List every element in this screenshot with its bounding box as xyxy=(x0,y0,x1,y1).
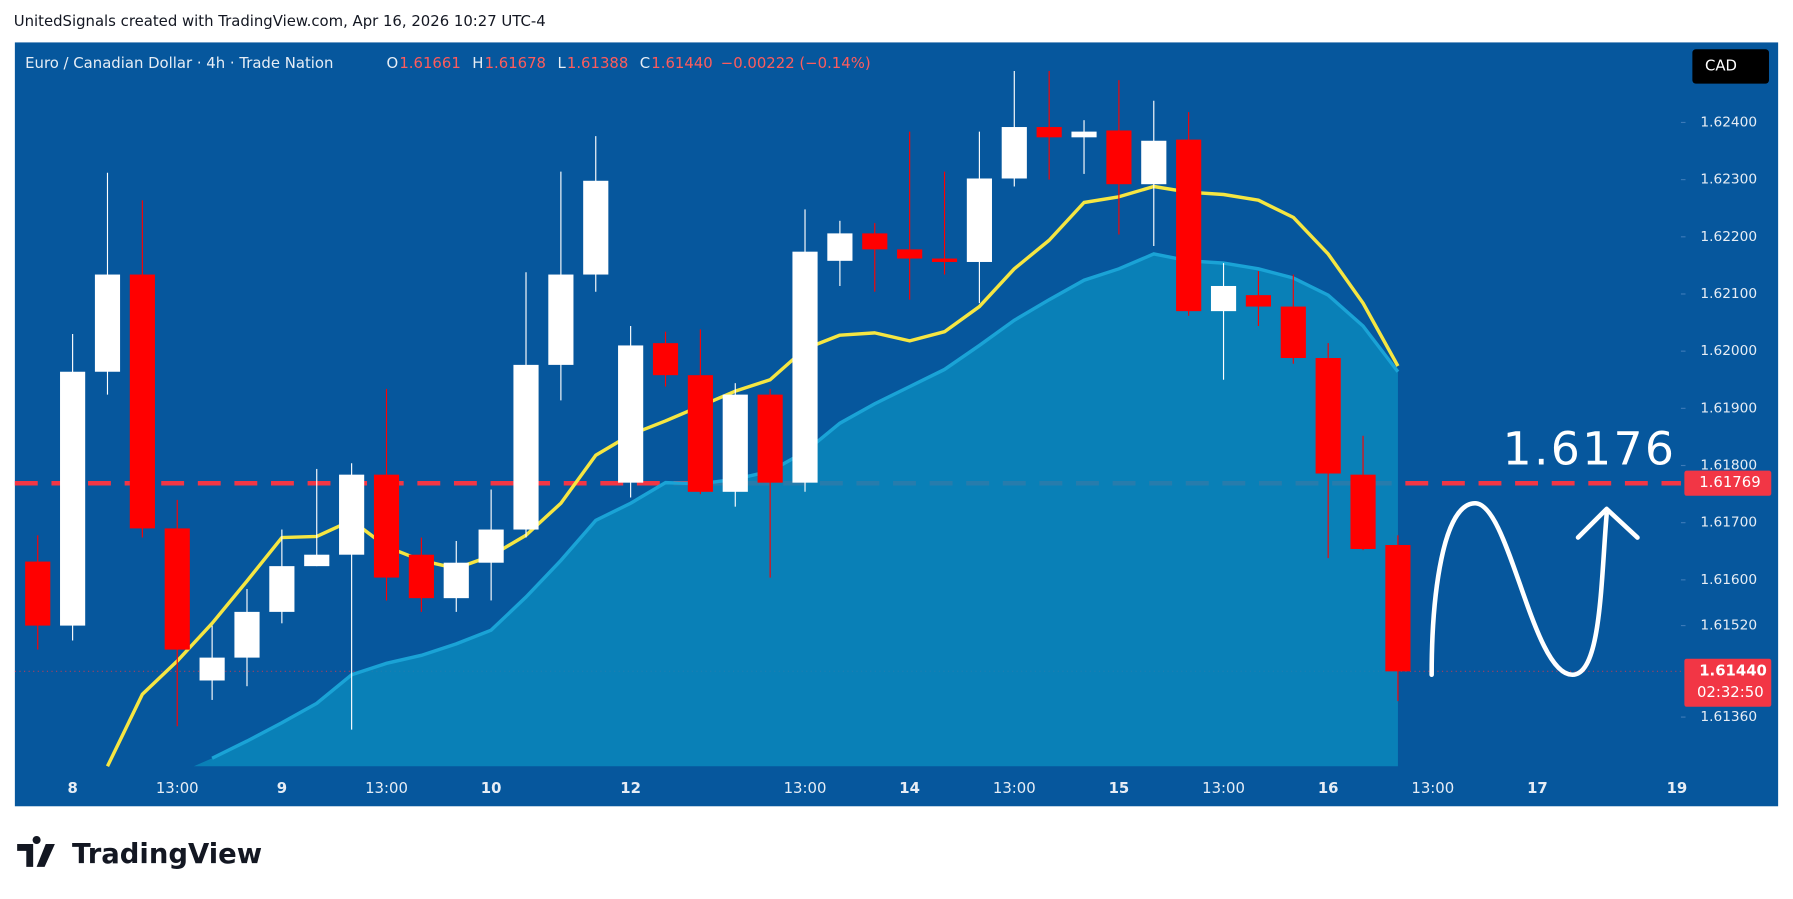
x-tick-label: 13:00 xyxy=(1411,779,1454,797)
candle-body xyxy=(897,249,923,259)
candle-body xyxy=(1350,474,1376,549)
candle-body xyxy=(513,364,539,530)
ohlc-value: 1.61388 xyxy=(567,54,628,72)
candle-body xyxy=(443,562,469,599)
y-tick-label: 1.62300 xyxy=(1700,172,1757,188)
y-tick-label: 1.62000 xyxy=(1700,343,1757,359)
candle-body xyxy=(234,611,260,658)
candle-body xyxy=(827,233,853,261)
y-tick-label: 1.62400 xyxy=(1700,114,1757,130)
candle-body xyxy=(304,554,330,567)
candle-body xyxy=(1141,140,1167,185)
drawn-arrow xyxy=(1429,500,1640,678)
price-label-bg xyxy=(1684,470,1772,496)
y-tick-label: 1.61360 xyxy=(1700,709,1757,725)
price-label-bg xyxy=(1684,658,1772,707)
ohlc-value: 1.61440 xyxy=(651,54,712,72)
countdown: 02:32:50 xyxy=(1697,683,1764,701)
candle-body xyxy=(931,258,958,262)
currency[interactable]: CAD xyxy=(1705,56,1737,74)
x-tick-label: 17 xyxy=(1527,779,1548,797)
x-tick-label: 13:00 xyxy=(365,779,408,797)
candle-body xyxy=(373,474,400,578)
y-tick-label: 1.61700 xyxy=(1700,515,1757,531)
tradingview-logo: TradingView xyxy=(17,836,262,870)
y-tick-label: 1.61600 xyxy=(1700,572,1757,588)
ohlc-key: O xyxy=(387,54,399,72)
x-tick-label: 13:00 xyxy=(784,779,827,797)
x-tick-label: 14 xyxy=(899,779,920,797)
candle-body xyxy=(548,274,574,365)
currency-button[interactable] xyxy=(1692,49,1769,84)
y-tick-label: 1.62200 xyxy=(1700,229,1757,245)
candle-body xyxy=(199,657,225,681)
candle-body xyxy=(408,554,434,599)
y-tick-label: 1.61520 xyxy=(1700,618,1757,634)
candle-body xyxy=(269,566,295,612)
x-tick-label: 8 xyxy=(67,779,77,797)
candle-body xyxy=(757,394,783,483)
change: −0.00222 (−0.14%) xyxy=(721,54,871,72)
candle-body xyxy=(478,529,504,563)
ohlc-value: 1.61661 xyxy=(399,54,460,72)
ohlc-legend: O 1.61661 H 1.61678 L 1.61388 C 1.61440 −0.00222… xyxy=(387,54,871,72)
symbol: Euro / Canadian Dollar · 4h · Trade Nati… xyxy=(25,54,333,72)
candle-body xyxy=(164,528,190,650)
y-tick-label: 1.62100 xyxy=(1700,286,1757,302)
credit: UnitedSignals created with TradingView.c… xyxy=(14,12,546,30)
ohlc-key: C xyxy=(640,54,650,72)
candle-body xyxy=(966,178,992,262)
brand: TradingView xyxy=(72,839,262,870)
candle-body xyxy=(652,343,679,376)
candle-body xyxy=(129,274,155,529)
x-tick-label: 12 xyxy=(620,779,641,797)
ohlc-key: L xyxy=(557,54,566,72)
candle-body xyxy=(583,180,609,275)
candle-body xyxy=(1315,358,1341,474)
x-tick-label: 19 xyxy=(1667,779,1688,797)
candle-body xyxy=(339,474,365,555)
ohlc-value: 1.61678 xyxy=(485,54,546,72)
candle-body xyxy=(1036,127,1062,138)
x-tick-label: 16 xyxy=(1318,779,1339,797)
candle-body xyxy=(792,251,818,483)
x-tick-label: 15 xyxy=(1109,779,1130,797)
candle-body xyxy=(1280,306,1306,359)
candle-body xyxy=(1176,139,1202,312)
x-tick-label: 13:00 xyxy=(993,779,1036,797)
candle-body xyxy=(1210,285,1237,312)
price-label: 1.61769 xyxy=(1699,473,1760,491)
candle-body xyxy=(722,394,748,492)
candle-body xyxy=(1106,130,1132,185)
x-tick-label: 13:00 xyxy=(1202,779,1245,797)
area xyxy=(193,253,1398,767)
candle-body xyxy=(94,274,121,372)
candle-body xyxy=(618,345,644,483)
x-tick-label: 10 xyxy=(481,779,502,797)
candle-body xyxy=(25,561,51,626)
candle-body xyxy=(1245,295,1271,307)
y-tick-label: 1.61800 xyxy=(1700,458,1757,474)
candle-body xyxy=(1071,131,1097,138)
candle-body xyxy=(687,375,713,492)
candle-body xyxy=(60,371,86,626)
plot: 8 13:00 9 13:00 10 12 13:00 14 13:00 15 13:00 16 13:… xyxy=(14,71,1772,797)
price-label: 1.61440 xyxy=(1699,661,1767,679)
ohlc-key: H xyxy=(472,54,483,72)
x-tick-label: 13:00 xyxy=(156,779,199,797)
candle-body xyxy=(1001,127,1027,179)
candle-body xyxy=(862,233,888,250)
y-tick-label: 1.61900 xyxy=(1700,400,1757,416)
annotation: 1.6176 xyxy=(1503,422,1677,475)
candle-body xyxy=(1385,544,1411,672)
x-tick-label: 9 xyxy=(277,779,287,797)
